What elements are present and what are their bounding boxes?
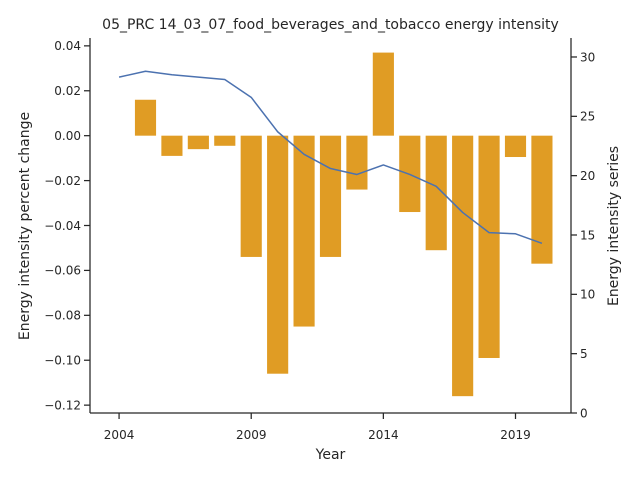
bars-layer: [135, 53, 553, 397]
x-tick-label: 2019: [500, 428, 531, 442]
bar-2018: [479, 136, 500, 358]
y-axis-left-title: Energy intensity percent change: [17, 112, 33, 340]
y-right-tick-label: 25: [580, 110, 595, 124]
y-right-tick-label: 30: [580, 50, 595, 64]
y-left-tick-label: −0.06: [44, 264, 81, 278]
bar-2010: [267, 136, 288, 374]
x-axis-title: Year: [315, 447, 346, 463]
chart-title: 05_PRC 14_03_07_food_beverages_and_tobac…: [102, 17, 559, 33]
y-right-tick-label: 20: [580, 169, 595, 183]
bar-2005: [135, 100, 156, 136]
bar-2006: [161, 136, 182, 156]
bar-2012: [320, 136, 341, 257]
bar-2014: [373, 53, 394, 136]
bar-2019: [505, 136, 526, 157]
x-tick-label: 2014: [368, 428, 399, 442]
y-left-tick-label: −0.10: [44, 354, 81, 368]
x-tick-label: 2009: [236, 428, 267, 442]
y-right-tick-label: 5: [580, 347, 588, 361]
bar-2020: [531, 136, 552, 264]
axes-layer: −0.12 −0.10 −0.08 −0.06 −0.04 −0.02 0.00 0.02 0.…: [44, 38, 595, 442]
y-right-tick-label: 10: [580, 288, 595, 302]
y-right-tick-label: 0: [580, 406, 588, 420]
bar-2009: [241, 136, 262, 257]
bar-2013: [346, 136, 367, 190]
y-left-tick-label: −0.12: [44, 398, 81, 412]
y-left-tick-label: 0.02: [54, 84, 81, 98]
y-left-tick-label: 0.04: [54, 39, 81, 53]
y-left-tick-label: −0.08: [44, 309, 81, 323]
bar-2017: [452, 136, 473, 396]
bar-2011: [294, 136, 315, 327]
bar-2008: [214, 136, 235, 146]
y-left-tick-label: 0.00: [54, 129, 81, 143]
x-tick-label: 2004: [104, 428, 135, 442]
y-axis-right-title: Energy intensity series: [606, 146, 622, 306]
y-right-tick-label: 15: [580, 228, 595, 242]
bar-2007: [188, 136, 209, 149]
y-left-tick-label: −0.02: [44, 174, 81, 188]
y-left-tick-label: −0.04: [44, 219, 81, 233]
